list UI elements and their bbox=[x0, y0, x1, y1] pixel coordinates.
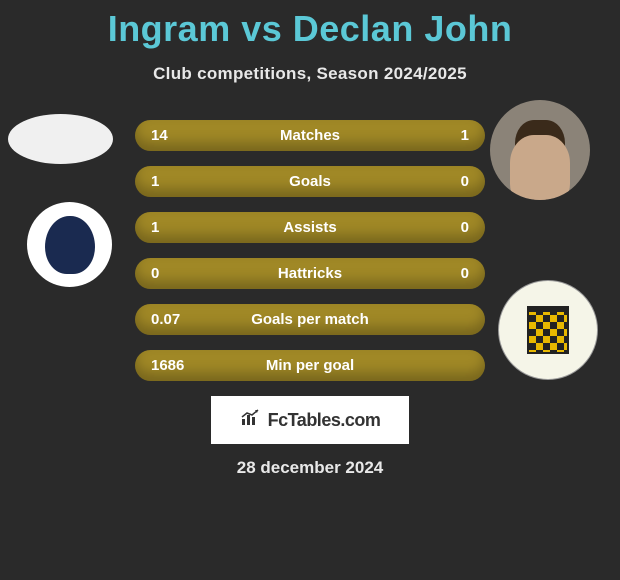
stat-row: 0.07 Goals per match bbox=[135, 304, 485, 335]
stat-label: Matches bbox=[225, 127, 395, 144]
club-left-badge-shape bbox=[45, 216, 95, 274]
brand-text: FcTables.com bbox=[268, 410, 381, 431]
stats-list: 14 Matches 1 1 Goals 0 1 Assists 0 0 Hat… bbox=[135, 120, 485, 381]
stat-right-value: 0 bbox=[395, 173, 485, 190]
page-title: Ingram vs Declan John bbox=[0, 0, 620, 50]
stat-label: Assists bbox=[225, 219, 395, 236]
stat-right-value: 0 bbox=[395, 219, 485, 236]
chart-icon bbox=[240, 409, 262, 432]
subtitle: Club competitions, Season 2024/2025 bbox=[0, 64, 620, 84]
club-left-badge bbox=[27, 202, 112, 287]
stat-row: 0 Hattricks 0 bbox=[135, 258, 485, 289]
stat-left-value: 1 bbox=[135, 173, 225, 190]
date-label: 28 december 2024 bbox=[0, 458, 620, 478]
brand-logo: FcTables.com bbox=[211, 396, 409, 444]
stat-left-value: 0 bbox=[135, 265, 225, 282]
stat-left-value: 0.07 bbox=[135, 311, 225, 328]
player-right-avatar bbox=[490, 100, 590, 200]
stat-left-value: 1686 bbox=[135, 357, 225, 374]
player-left-avatar bbox=[8, 114, 113, 164]
stat-label: Min per goal bbox=[225, 357, 395, 374]
stat-label: Goals bbox=[225, 173, 395, 190]
stat-row: 14 Matches 1 bbox=[135, 120, 485, 151]
stat-row: 1686 Min per goal bbox=[135, 350, 485, 381]
stat-left-value: 1 bbox=[135, 219, 225, 236]
stat-left-value: 14 bbox=[135, 127, 225, 144]
stat-right-value: 1 bbox=[395, 127, 485, 144]
club-right-badge bbox=[498, 280, 598, 380]
stat-label: Hattricks bbox=[225, 265, 395, 282]
stat-label: Goals per match bbox=[225, 311, 395, 328]
comparison-content: 14 Matches 1 1 Goals 0 1 Assists 0 0 Hat… bbox=[0, 120, 620, 478]
club-right-badge-shape bbox=[527, 306, 569, 354]
stat-right-value: 0 bbox=[395, 265, 485, 282]
stat-row: 1 Goals 0 bbox=[135, 166, 485, 197]
stat-row: 1 Assists 0 bbox=[135, 212, 485, 243]
